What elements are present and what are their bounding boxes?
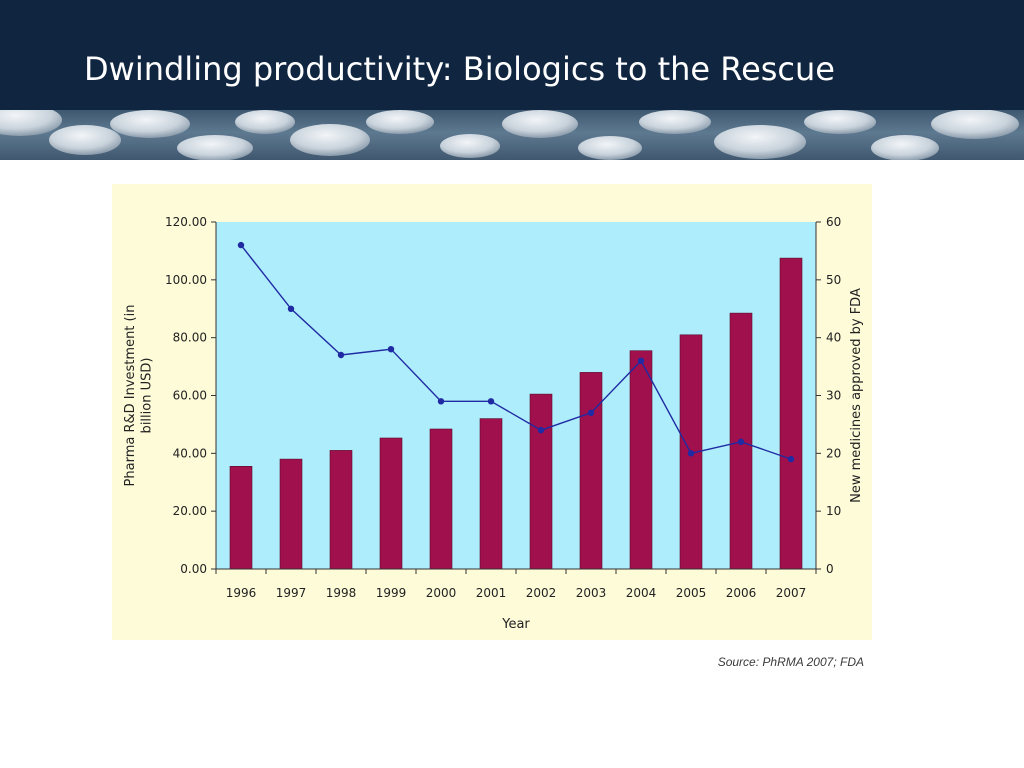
bar-2001 [479,418,503,570]
fda-point-2005 [687,450,695,457]
fda-point-2000 [437,398,445,405]
bar-1997 [279,458,303,570]
fda-point-1999 [387,346,395,353]
x-tick-label: 1997 [276,586,307,600]
bar-2002 [529,393,553,570]
y-tick-label-left: 0.00 [180,562,207,576]
chart: 0.00 20.00 40.00 60.00 80.00 100.00 120.00 0 10 2… [123,215,864,632]
fda-point-2002 [537,427,545,434]
x-tick-label: 2006 [726,586,757,600]
y-tick-label-left: 40.00 [173,446,207,460]
bar-2004 [629,350,653,570]
y-tick-label-right: 30 [826,389,841,403]
x-axis-title: Year [501,617,530,632]
y-axis-title-left-line: billion USD) [139,358,154,434]
x-tick-label: 1999 [376,586,407,600]
fda-point-2006 [737,438,745,445]
y-axis-title-left-line: Pharma R&D Investment (in [123,305,138,487]
fda-approvals-line [240,244,792,460]
y-tick-label-right: 50 [826,273,841,287]
title-bar: Dwindling productivity: Biologics to the… [0,0,1024,110]
y-tick-label-right: 60 [826,215,841,229]
bar-1999 [379,437,403,570]
x-tick-label: 2005 [676,586,707,600]
fda-point-2003 [587,409,595,416]
bar-2003 [579,372,603,570]
x-tick-label: 2002 [526,586,557,600]
banner-cells-image [0,110,1019,160]
chart-panel: 0.00 20.00 40.00 60.00 80.00 100.00 120.00 0 10 2… [112,184,872,640]
y-axis-title-right: New medicines approved by FDA [849,288,864,503]
slide-title: Dwindling productivity: Biologics to the… [84,50,835,88]
x-tick-label: 2004 [626,586,657,600]
plot-area [216,222,816,569]
x-tick-label: 2001 [476,586,507,600]
x-tick-label: 2000 [426,586,457,600]
y-tick-label-right: 20 [826,446,841,460]
fda-point-1998 [337,351,345,359]
y-tick-label-left: 100.00 [165,273,207,287]
x-tick-label: 1998 [326,586,357,600]
y-tick-label-left: 20.00 [173,504,207,518]
bar-1998 [329,450,353,570]
fda-point-2004 [637,357,645,364]
fda-point-1996 [237,241,245,249]
decorative-banner [0,110,1024,160]
y-axis-title-left: Pharma R&D Investment (inbillion USD) [123,305,154,487]
y-tick-label-left: 120.00 [165,215,207,229]
x-tick-label: 1996 [226,586,257,600]
x-tick-label: 2003 [576,586,607,600]
y-tick-label-right: 0 [826,562,834,576]
bar-1996 [229,465,253,570]
source-note: Source: PhRMA 2007; FDA [717,655,864,669]
fda-point-1997 [287,305,295,312]
bar-2007 [779,257,803,570]
bar-2000 [429,428,453,570]
x-tick-label: 2007 [776,586,807,600]
fda-point-2001 [487,398,495,405]
y-tick-label-left: 80.00 [173,331,207,345]
y-tick-label-left: 60.00 [173,389,207,403]
fda-point-2007 [787,455,795,463]
y-tick-label-right: 40 [826,331,841,345]
y-tick-label-right: 10 [826,504,841,518]
